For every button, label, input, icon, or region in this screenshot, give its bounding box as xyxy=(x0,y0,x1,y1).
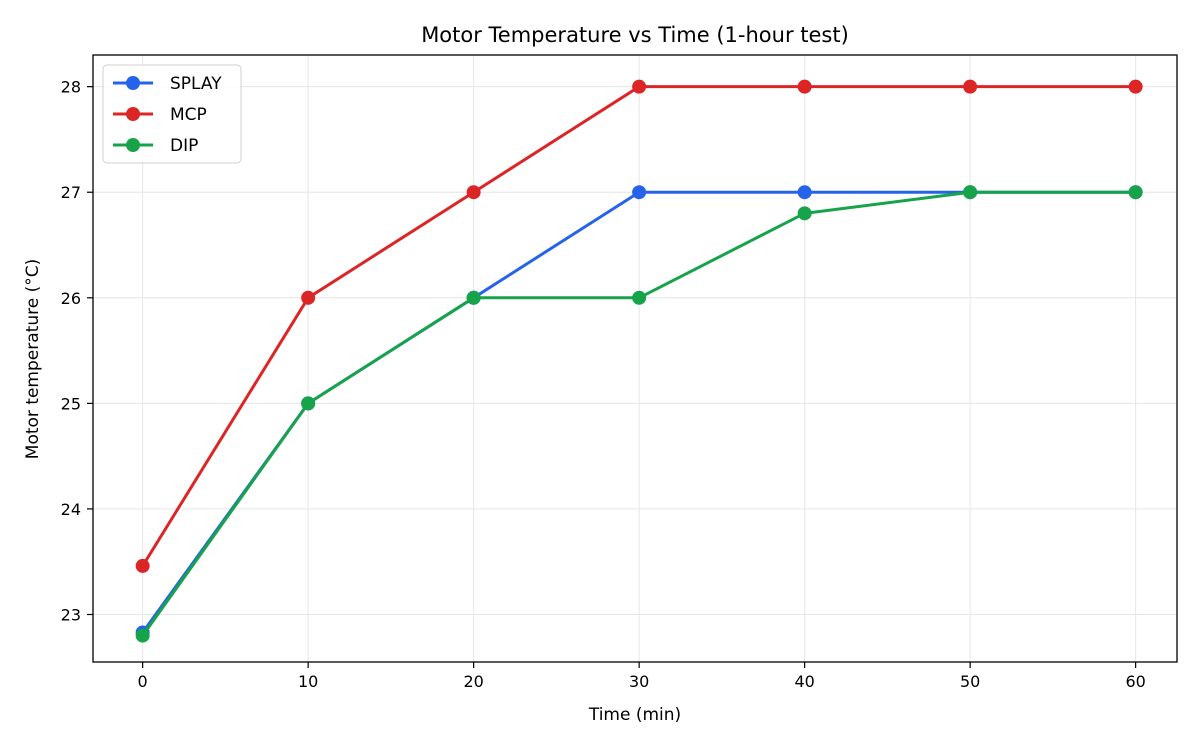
y-tick-label: 23 xyxy=(61,605,81,624)
data-point-mcp xyxy=(135,558,150,573)
x-tick-label: 10 xyxy=(298,672,318,691)
legend-item-splay: SPLAY xyxy=(113,74,222,94)
legend-item-mcp: MCP xyxy=(113,105,207,125)
legend: SPLAY MCP DIP xyxy=(102,64,242,164)
legend-item-dip: DIP xyxy=(113,136,198,156)
x-tick-label: 40 xyxy=(794,672,814,691)
axis-ticks: 0 10 20 30 40 50 60 23 24 25 26 27 28 xyxy=(61,78,1146,691)
x-tick-label: 60 xyxy=(1125,672,1145,691)
x-tick-label: 50 xyxy=(960,672,980,691)
x-tick-label: 30 xyxy=(629,672,649,691)
y-tick-label: 28 xyxy=(61,78,81,97)
series-layer xyxy=(135,79,1143,643)
legend-swatch-marker xyxy=(126,138,140,152)
data-point-mcp xyxy=(632,79,647,94)
chart-title: Motor Temperature vs Time (1-hour test) xyxy=(421,23,849,47)
data-point-mcp xyxy=(1128,79,1143,94)
legend-label: DIP xyxy=(170,136,198,156)
legend-label: MCP xyxy=(170,105,207,125)
data-point-dip xyxy=(963,185,978,200)
data-point-splay xyxy=(632,185,647,200)
data-point-dip xyxy=(1128,185,1143,200)
x-axis-label: Time (min) xyxy=(588,705,681,725)
y-tick-label: 27 xyxy=(61,183,81,202)
data-point-dip xyxy=(632,290,647,305)
legend-box xyxy=(102,64,242,164)
data-point-mcp xyxy=(301,290,316,305)
data-point-mcp xyxy=(797,79,812,94)
plot-frame xyxy=(92,54,1178,663)
series-mcp xyxy=(135,79,1143,573)
data-point-mcp xyxy=(963,79,978,94)
legend-swatch-marker xyxy=(126,76,140,90)
data-point-dip xyxy=(797,206,812,221)
y-tick-label: 24 xyxy=(61,500,81,519)
series-dip xyxy=(135,185,1143,643)
legend-swatch-marker xyxy=(126,107,140,121)
data-point-mcp xyxy=(466,185,481,200)
data-point-dip xyxy=(301,396,316,411)
data-point-dip xyxy=(466,290,481,305)
y-tick-label: 26 xyxy=(61,289,81,308)
data-point-splay xyxy=(797,185,812,200)
legend-label: SPLAY xyxy=(170,74,222,94)
grid xyxy=(93,55,1177,662)
data-point-dip xyxy=(135,628,150,643)
x-tick-label: 0 xyxy=(138,672,148,691)
x-tick-label: 20 xyxy=(463,672,483,691)
y-tick-label: 25 xyxy=(61,394,81,413)
y-axis-label: Motor temperature (°C) xyxy=(23,259,43,459)
